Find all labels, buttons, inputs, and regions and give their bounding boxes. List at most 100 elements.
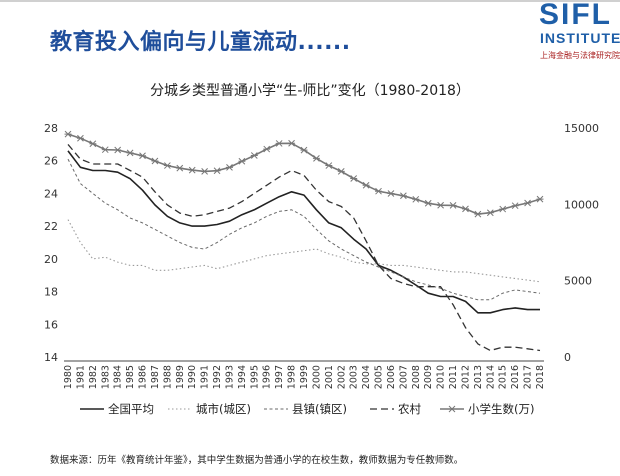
right-axis-tick-label: 5000 xyxy=(564,275,592,288)
left-axis-tick-label: 20 xyxy=(44,253,58,266)
left-axis-tick-label: 22 xyxy=(44,220,58,233)
student-count-marker xyxy=(499,205,507,213)
x-axis-tick-label: 1981 xyxy=(75,365,86,389)
left-axis-tick-label: 18 xyxy=(44,286,58,299)
logo-wordmark: SIFL xyxy=(539,0,612,31)
student-count-marker xyxy=(163,162,171,169)
x-axis-tick-label: 1991 xyxy=(200,365,211,389)
right-axis-tick-label: 15000 xyxy=(564,122,599,135)
x-axis-tick-label: 1986 xyxy=(138,365,149,389)
student-count-marker xyxy=(325,162,333,169)
x-axis-tick-label: 2013 xyxy=(473,365,484,389)
student-count-marker xyxy=(511,202,519,210)
x-axis-tick-label: 1987 xyxy=(150,365,161,389)
student-count-marker xyxy=(151,157,159,165)
series-line xyxy=(67,158,541,301)
x-axis-tick-label: 2014 xyxy=(485,365,496,389)
student-count-marker xyxy=(300,146,308,154)
student-count-marker xyxy=(89,140,97,148)
student-count-marker xyxy=(524,199,532,207)
source-note: 数据来源：历年《教育统计年鉴》，其中学生数据为普通小学的在校生数，教师数据为专任… xyxy=(50,455,464,466)
x-axis-tick-label: 2007 xyxy=(398,365,409,389)
x-axis-tick-label: 2003 xyxy=(349,365,360,389)
x-axis-tick-label: 1980 xyxy=(63,365,74,389)
left-axis-tick-label: 14 xyxy=(44,351,58,364)
student-count-marker xyxy=(238,157,246,165)
x-axis-tick-label: 1992 xyxy=(212,365,223,389)
student-count-marker xyxy=(461,205,469,213)
x-axis-tick-label: 1990 xyxy=(187,365,198,389)
x-axis-tick-label: 2018 xyxy=(535,365,546,389)
x-axis-tick-label: 2001 xyxy=(324,365,335,389)
sifl-logo: SIFL INSTITUTE 上海金融与法律研究院 xyxy=(512,0,620,64)
student-count-marker xyxy=(412,195,420,203)
student-count-marker xyxy=(375,187,383,195)
student-count-marker xyxy=(288,139,296,147)
student-count-marker xyxy=(387,190,395,197)
x-axis-tick-label: 2006 xyxy=(386,365,397,389)
student-count-marker xyxy=(437,201,445,209)
x-axis-tick-label: 1998 xyxy=(287,365,298,389)
x-axis-tick-label: 1995 xyxy=(249,365,260,389)
student-count-marker xyxy=(201,168,209,175)
right-axis-tick-label: 0 xyxy=(564,351,571,364)
series-line xyxy=(67,133,541,215)
x-axis-tick-label: 1983 xyxy=(100,365,111,389)
x-axis-tick-label: 2000 xyxy=(311,365,322,389)
student-count-marker xyxy=(263,145,271,153)
student-count-marker xyxy=(449,202,457,209)
logo-chinese-name: 上海金融与法律研究院 xyxy=(540,51,620,60)
left-axis-tick-label: 26 xyxy=(44,155,58,168)
x-axis-tick-label: 2016 xyxy=(510,365,521,389)
student-count-marker xyxy=(101,146,109,154)
page-headline: 教育投入偏向与儿童流动...... xyxy=(50,30,351,55)
x-axis-tick-label: 2008 xyxy=(411,365,422,389)
left-axis-tick-label: 16 xyxy=(44,318,58,331)
legend-label: 小学生数(万) xyxy=(468,402,534,416)
x-axis-tick-label: 2002 xyxy=(336,365,347,389)
x-axis-tick-label: 2010 xyxy=(436,365,447,389)
student-count-marker xyxy=(424,199,432,207)
left-axis-tick-label: 24 xyxy=(44,187,58,200)
student-count-marker xyxy=(486,209,494,217)
student-count-marker xyxy=(312,155,320,162)
series-line xyxy=(67,150,540,314)
x-axis-tick-label: 1988 xyxy=(162,365,173,389)
student-count-marker xyxy=(275,140,283,147)
x-axis-tick-label: 1982 xyxy=(88,365,99,389)
top-frame-line xyxy=(0,0,620,2)
student-count-marker xyxy=(114,146,122,154)
student-count-marker xyxy=(350,175,358,182)
student-count-marker xyxy=(399,192,407,200)
x-axis-tick-label: 1999 xyxy=(299,365,310,389)
chart-title: 分城乡类型普通小学“生-师比”变化（1980-2018） xyxy=(150,83,470,99)
x-axis-tick-label: 2005 xyxy=(374,365,385,389)
student-count-marker xyxy=(139,152,147,160)
legend-marker xyxy=(448,405,456,413)
x-axis-tick-label: 2004 xyxy=(361,365,372,389)
x-axis-tick-label: 1985 xyxy=(125,365,136,389)
x-axis-tick-label: 1984 xyxy=(113,365,124,389)
student-count-marker xyxy=(225,164,233,171)
x-axis-tick-label: 2012 xyxy=(460,365,471,389)
series-line xyxy=(67,143,541,352)
legend-label: 城市(城区) xyxy=(196,402,251,416)
x-axis-tick-label: 2009 xyxy=(423,365,434,389)
right-axis-tick-label: 10000 xyxy=(564,198,599,211)
x-axis-tick-label: 1989 xyxy=(175,365,186,389)
student-count-marker xyxy=(213,167,221,175)
x-axis-tick-label: 1993 xyxy=(224,365,235,389)
legend-label: 全国平均 xyxy=(108,402,154,416)
logo-subtitle: INSTITUTE xyxy=(540,30,620,46)
student-count-marker xyxy=(536,195,544,203)
series-line xyxy=(67,219,541,283)
x-axis-tick-label: 1997 xyxy=(274,365,285,389)
legend-label: 农村 xyxy=(398,402,421,416)
student-count-marker xyxy=(64,130,72,138)
x-axis-tick-label: 2015 xyxy=(498,365,509,389)
student-count-marker xyxy=(474,210,482,218)
student-count-marker xyxy=(362,181,370,189)
left-axis-tick-label: 28 xyxy=(44,122,58,135)
x-axis-tick-label: 1996 xyxy=(262,365,273,389)
